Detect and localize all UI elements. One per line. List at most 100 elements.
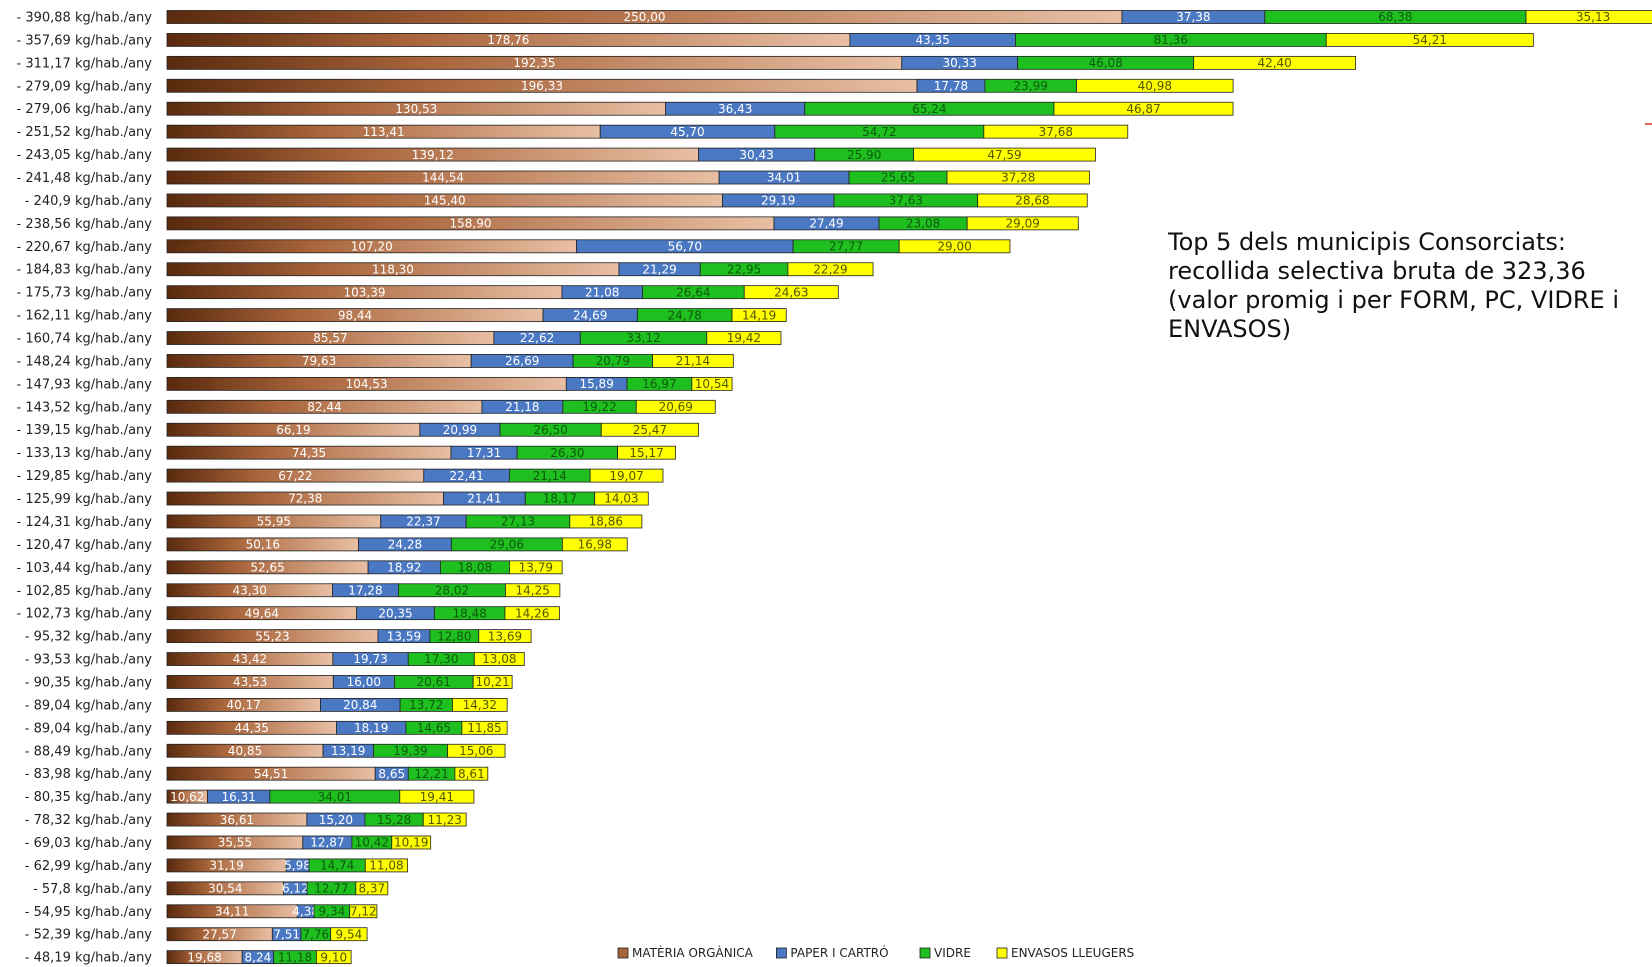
data-label: 21,18	[505, 400, 539, 414]
bar-segment	[399, 789, 475, 804]
bar-segment	[898, 239, 1011, 254]
bar-segment	[1325, 33, 1534, 47]
data-label: 55,23	[255, 629, 289, 643]
category-label: - 390,88 kg/hab./any	[17, 11, 153, 26]
category-label: - 148,24 kg/hab./any	[17, 354, 153, 369]
data-label: 40,85	[228, 744, 262, 758]
data-label: 14,32	[463, 698, 497, 712]
data-label: 47,59	[987, 148, 1021, 162]
data-label: 45,70	[670, 125, 704, 139]
data-label: 37,38	[1176, 10, 1210, 24]
data-label: 26,64	[676, 285, 710, 299]
data-label: 43,42	[233, 652, 267, 666]
data-label: 250,00	[624, 10, 666, 24]
data-label: 11,08	[369, 859, 403, 873]
data-label: 8,37	[358, 882, 385, 896]
data-label: 28,68	[1015, 194, 1049, 208]
data-label: 139,12	[412, 148, 454, 162]
data-label: 54,21	[1413, 33, 1447, 47]
data-label: 68,38	[1378, 10, 1412, 24]
bars-group: - 390,88 kg/hab./any 250,00 37,38 68,38 35,1…	[17, 10, 1652, 966]
legend-swatch	[617, 947, 629, 959]
data-label: 29,09	[1006, 217, 1040, 231]
category-label: - 238,56 kg/hab./any	[17, 217, 153, 232]
bar-segment	[355, 881, 389, 896]
category-label: - 88,49 kg/hab./any	[25, 744, 153, 759]
data-label: 107,20	[351, 240, 393, 254]
data-label: 20,79	[596, 354, 630, 368]
legend-swatch	[776, 947, 787, 959]
data-label: 118,30	[372, 262, 414, 276]
data-label: 12,21	[414, 767, 448, 781]
data-label: 54,51	[254, 767, 288, 781]
data-label: 43,30	[233, 583, 267, 597]
bar-segment	[589, 468, 664, 483]
bar-segment	[966, 216, 1079, 231]
legend-entry: PAPER I CARTRÓ	[790, 945, 888, 960]
bar-segment	[635, 399, 716, 414]
data-label: 15,89	[579, 377, 613, 391]
data-label: 28,02	[435, 583, 469, 597]
category-label: - 251,52 kg/hab./any	[17, 125, 153, 140]
data-label: 35,55	[218, 836, 252, 850]
bar-segment	[1076, 78, 1234, 93]
bar-segment	[509, 560, 563, 575]
bar-segment	[561, 537, 628, 552]
bar-segment	[977, 193, 1088, 208]
data-label: 113,41	[363, 125, 405, 139]
data-label: 144,54	[422, 171, 464, 185]
category-label: - 243,05 kg/hab./any	[17, 148, 153, 163]
legend-swatch	[919, 947, 931, 959]
data-label: 13,69	[488, 629, 522, 643]
category-label: - 139,15 kg/hab./any	[17, 423, 153, 438]
data-label: 20,84	[343, 698, 377, 712]
data-label: 26,69	[505, 354, 539, 368]
bar-segment	[454, 766, 489, 781]
data-label: 55,95	[257, 515, 291, 529]
data-label: 178,76	[487, 33, 529, 47]
bar-segment	[1053, 101, 1234, 116]
data-label: 56,70	[668, 240, 702, 254]
data-label: 40,98	[1138, 79, 1172, 93]
bar-segment	[787, 262, 874, 277]
data-label: 24,28	[388, 538, 422, 552]
data-label: 43,53	[233, 675, 267, 689]
data-label: 11,18	[278, 950, 312, 964]
data-label: 36,43	[718, 102, 752, 116]
data-label: 31,19	[209, 859, 243, 873]
data-label: 21,14	[676, 354, 710, 368]
data-label: 46,08	[1088, 56, 1122, 70]
data-label: 34,01	[318, 790, 352, 804]
data-label: 54,72	[862, 125, 896, 139]
data-label: 52,65	[250, 561, 284, 575]
bar-segment	[391, 835, 432, 850]
data-label: 21,14	[533, 469, 567, 483]
data-label: 13,19	[331, 744, 365, 758]
data-label: 79,63	[302, 354, 336, 368]
legend-swatch	[996, 947, 1008, 959]
bar-segment	[504, 606, 560, 621]
data-label: 19,07	[609, 469, 643, 483]
data-label: 14,19	[742, 308, 776, 322]
data-label: 27,49	[809, 217, 843, 231]
data-label: 37,63	[889, 194, 923, 208]
bar-segment	[983, 124, 1129, 139]
bar-segment	[652, 354, 734, 368]
data-label: 22,62	[520, 331, 554, 345]
data-label: 9,34	[319, 904, 346, 918]
data-label: 20,61	[417, 675, 451, 689]
category-label: - 78,32 kg/hab./any	[25, 813, 153, 828]
data-label: 29,19	[761, 194, 795, 208]
category-label: - 279,06 kg/hab./any	[17, 102, 153, 117]
category-label: - 240,9 kg/hab./any	[25, 194, 153, 209]
data-label: 27,77	[829, 240, 863, 254]
data-label: 17,30	[424, 652, 458, 666]
data-label: 29,00	[937, 240, 971, 254]
data-label: 85,57	[313, 331, 347, 345]
category-label: - 57,8 kg/hab./any	[33, 882, 152, 897]
data-label: 23,08	[906, 217, 940, 231]
data-label: 19,42	[727, 331, 761, 345]
data-label: 19,39	[393, 744, 427, 758]
category-label: - 184,83 kg/hab./any	[17, 263, 153, 278]
data-label: 9,54	[336, 927, 363, 941]
